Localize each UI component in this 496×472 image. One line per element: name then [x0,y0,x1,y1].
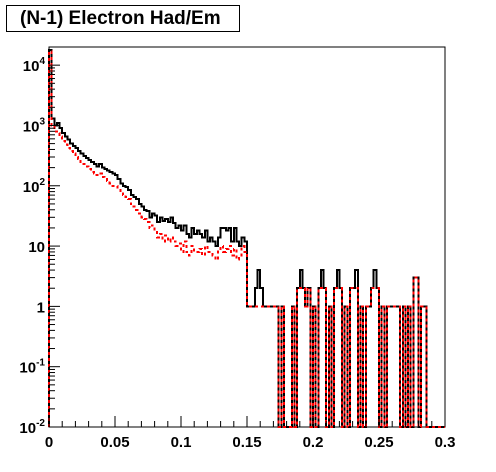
plot-frame [48,46,446,428]
y-tick-label: 10-2 [19,418,45,437]
x-tick-label: 0 [45,434,53,451]
series-layer [48,48,445,428]
chart-title: (N-1) Electron Had/Em [6,5,240,32]
x-tick-label: 0.25 [364,434,393,451]
y-tick-label: 104 [23,56,46,75]
y-tick-label: 1 [37,299,45,316]
series-red-dashed-histogram [48,50,445,428]
series-black-solid-histogram [48,48,445,428]
x-tick-label: 0.2 [303,434,324,451]
y-tick-label: 10-1 [19,358,45,377]
y-tick-label: 10 [28,239,45,256]
axis-layer: 0 0.05 0.1 0.15 0.2 0.25 0.3 10-2 10-1 1 10 102 103 1… [19,46,456,451]
x-tick-label: 0.05 [100,434,129,451]
x-tick-label: 0.15 [232,434,261,451]
y-tick-label: 103 [23,116,46,135]
x-tick-label: 0.3 [435,434,456,451]
x-tick-label: 0.1 [171,434,192,451]
y-tick-label: 102 [23,177,46,196]
